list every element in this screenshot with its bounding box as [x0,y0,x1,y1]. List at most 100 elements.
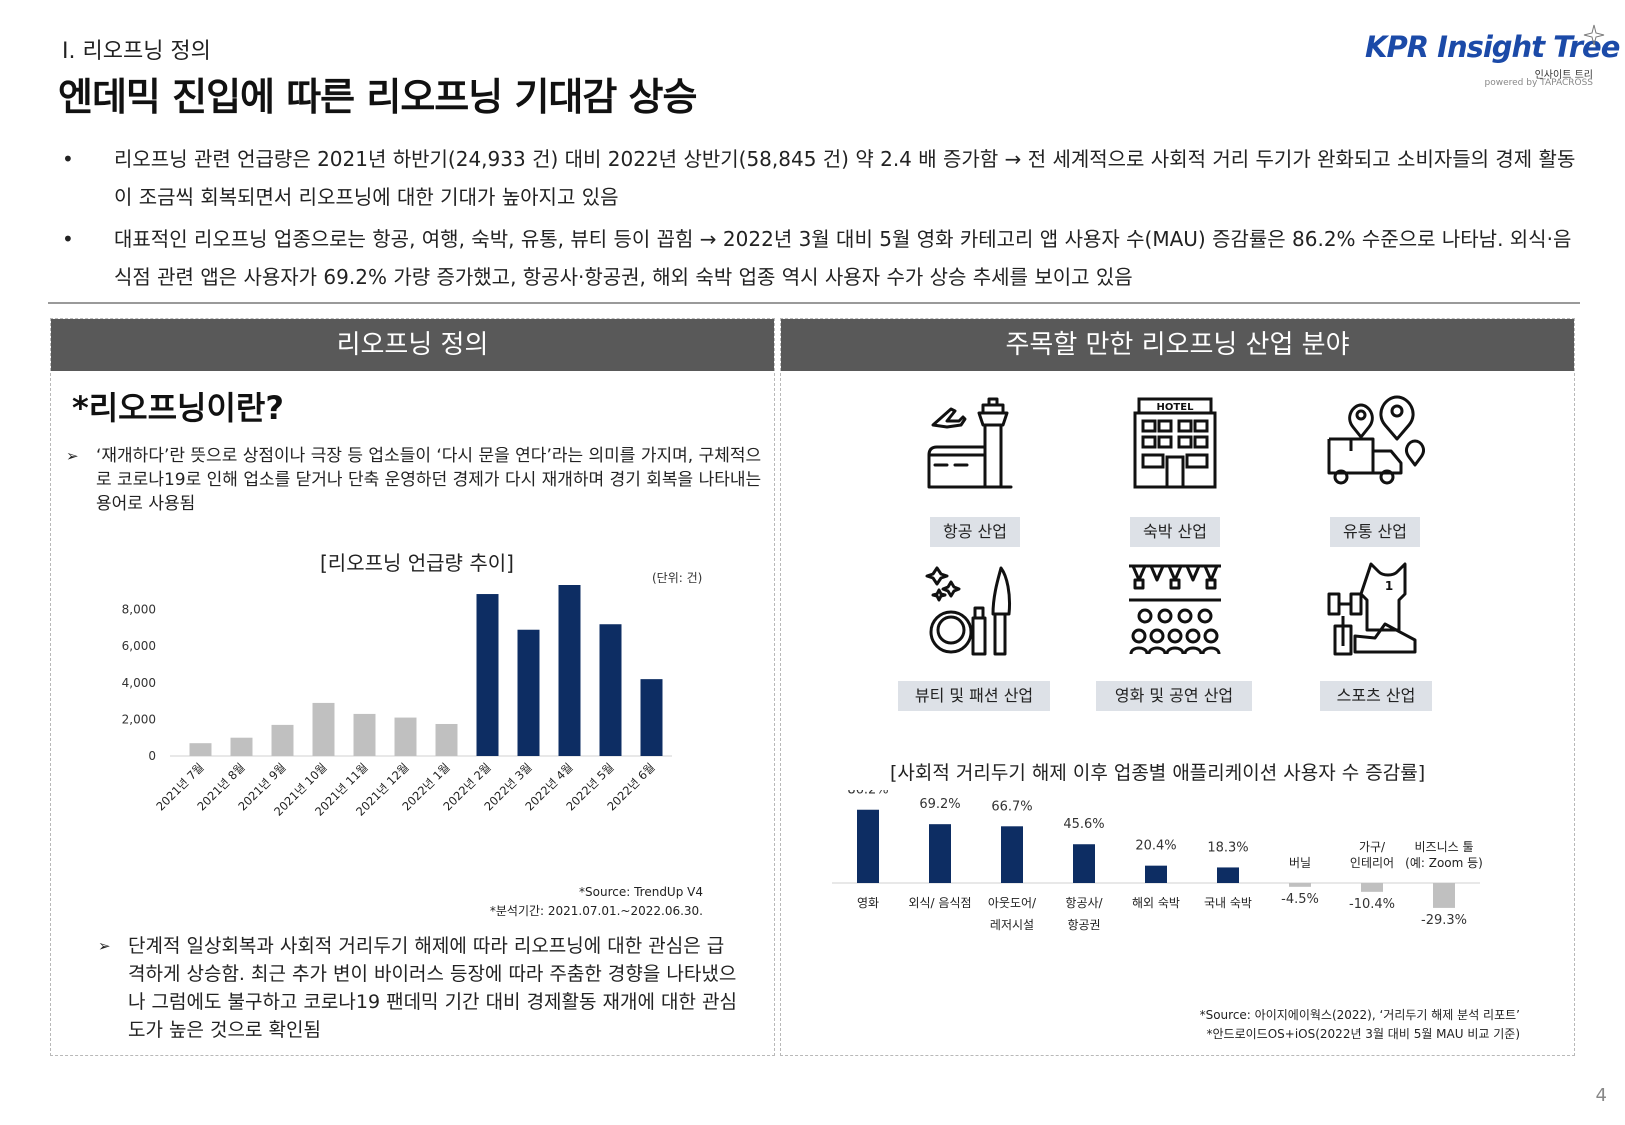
conclusion-text: 단계적 일상회복과 사회적 거리두기 해제에 따라 리오프닝에 대한 관심은 급… [128,935,737,1041]
chart-source: *Source: 아이지에이웍스(2022), ‘거리두기 해제 분석 리포트’… [1100,1006,1520,1044]
value-label: 18.3% [1207,840,1248,855]
conclusion-block: ➢ 단계적 일상회복과 사회적 거리두기 해제에 따라 리오프닝에 대한 관심은… [98,932,738,1044]
definition-block: ➢ ‘재개하다’란 뜻으로 상점이나 극장 등 업소들이 ‘다시 문을 연다’라… [66,444,766,516]
category-label: 가구/ [1359,840,1386,854]
definition-text: ‘재개하다’란 뜻으로 상점이나 극장 등 업소들이 ‘다시 문을 연다’라는 … [96,446,762,514]
divider [48,302,1580,304]
chart-bar [271,724,294,756]
chart-title: [사회적 거리두기 해제 이후 업종별 애플리케이션 사용자 수 증감률] [890,762,1426,784]
definition-heading: *리오프닝이란? [72,389,284,427]
hotel-sign-text: HOTEL [1157,402,1195,413]
cosmetics-icon [925,566,1011,656]
category-label: 아웃도어/ [988,896,1037,910]
chart-bar [230,737,253,756]
bullet-text: 대표적인 리오프닝 업종으로는 항공, 여행, 숙박, 유통, 뷰티 등이 꼽힘… [114,227,1572,289]
chart-bar [599,624,622,756]
chart-bar [1433,883,1455,908]
value-label: -10.4% [1349,897,1395,912]
arrow-bullet-icon: ➢ [66,447,79,465]
source-line: *Source: TrendUp V4 [579,885,703,899]
industry-label-beauty-fashion: 뷰티 및 패션 산업 [898,681,1050,711]
industry-label-sports: 스포츠 산업 [1320,681,1432,711]
source-line: *Source: 아이지에이웍스(2022), ‘거리두기 해제 분석 리포트’ [1199,1008,1520,1022]
chart-bar [1217,867,1239,883]
value-label: -4.5% [1281,892,1319,907]
y-tick-label: 6,000 [122,639,156,653]
chart-bar [353,713,376,756]
category-label: 레저시설 [990,918,1034,932]
industry-label-film-performance: 영화 및 공연 산업 [1096,681,1252,711]
page-title: 엔데믹 진입에 따른 리오프닝 기대감 상승 [58,75,697,119]
bullet-text: 리오프닝 관련 언급량은 2021년 하반기(24,933 건) 대비 2022… [114,147,1576,209]
bullet-dot: • [62,147,74,171]
industry-label-lodging: 숙박 산업 [1130,517,1220,547]
chart-source: *Source: TrendUp V4 *분석기간: 2021.07.01.~2… [450,883,703,921]
logo-text: KPR Insight Tree [1365,30,1620,64]
value-label: 69.2% [919,797,960,812]
y-tick-label: 8,000 [122,603,156,617]
logo-subtext: 인사이트 트리 [1534,70,1593,81]
chart-title: [리오프닝 언급량 추이] [320,551,514,575]
y-tick-label: 2,000 [122,712,156,726]
logo-powered: powered by TAPACROSS [1484,78,1593,88]
chart-bar [435,723,458,756]
category-label: 영화 [857,896,879,910]
value-label: 20.4% [1135,839,1176,854]
chart-bar [1361,883,1383,892]
chart-bar [1289,883,1311,887]
chart-bar [476,594,499,756]
category-label: 항공사/ [1065,896,1103,910]
bullet-dot: • [62,227,74,251]
panel-header: 리오프닝 정의 [51,319,774,371]
bullet-item: • 리오프닝 관련 언급량은 2021년 하반기(24,933 건) 대비 20… [62,140,1582,216]
theater-icon [1129,564,1221,655]
logo: KPR Insight Tree 인사이트 트리 powered by TAPA… [1365,24,1620,90]
industry-label-distribution: 유통 산업 [1330,517,1420,547]
category-label: 국내 숙박 [1204,896,1252,910]
value-label: 86.2% [847,790,888,798]
source-basis: *안드로이드OS+iOS(2022년 3월 대비 5월 MAU 비교 기준) [1206,1027,1520,1041]
category-label: (예: Zoom 등) [1405,856,1483,870]
summary-bullets: • 리오프닝 관련 언급량은 2021년 하반기(24,933 건) 대비 20… [62,140,1582,300]
value-label: 45.6% [1063,817,1104,832]
jersey-number: 1 [1385,579,1393,593]
delivery-icon [1327,395,1425,485]
airport-icon [927,397,1013,489]
sports-icon: 1 [1327,562,1417,656]
hotel-icon: HOTEL [1133,397,1217,489]
category-label: 항공권 [1067,918,1100,932]
chart-bar [929,824,951,883]
page-number: 4 [1595,1085,1607,1106]
section-label: Ⅰ. 리오프닝 정의 [62,39,211,64]
category-label: 해외 숙박 [1132,896,1180,910]
value-label: -29.3% [1421,913,1467,928]
chart-bar [1145,865,1167,883]
industry-label-aviation: 항공 산업 [930,517,1020,547]
chart-bar [394,717,417,756]
y-tick-label: 0 [148,749,156,763]
arrow-bullet-icon: ➢ [98,937,111,955]
industry-panel: 주목할 만한 리오프닝 산업 분야 [780,318,1575,1056]
chart-bar [640,679,663,756]
y-tick-label: 4,000 [122,676,156,690]
source-period: *분석기간: 2021.07.01.~2022.06.30. [489,904,703,918]
definition-panel: 리오프닝 정의 [50,318,775,1056]
category-label: 외식/ 음식점 [908,896,971,910]
value-label: 66.7% [991,799,1032,814]
chart-bar [1001,826,1023,883]
app-growth-chart: 86.2% 영화 69.2% 외식/ 음식점 66.7% 아웃도어/레저시설 45.6% 항공… [832,790,1483,932]
chart-bar [1073,844,1095,883]
chart-bar [189,743,212,756]
category-label: 버닐 [1289,856,1311,870]
sparkle-icon [1583,24,1605,46]
category-label: 비즈니스 툴 [1414,840,1473,854]
category-label: 인테리어 [1350,856,1394,870]
chart-unit: (단위: 건) [652,571,703,585]
chart-bar [558,585,581,756]
bullet-item: • 대표적인 리오프닝 업종으로는 항공, 여행, 숙박, 유통, 뷰티 등이 … [62,220,1582,296]
chart-bar [517,629,540,756]
panel-header: 주목할 만한 리오프닝 산업 분야 [781,319,1574,371]
chart-bar [857,809,879,883]
chart-bar [312,702,335,756]
